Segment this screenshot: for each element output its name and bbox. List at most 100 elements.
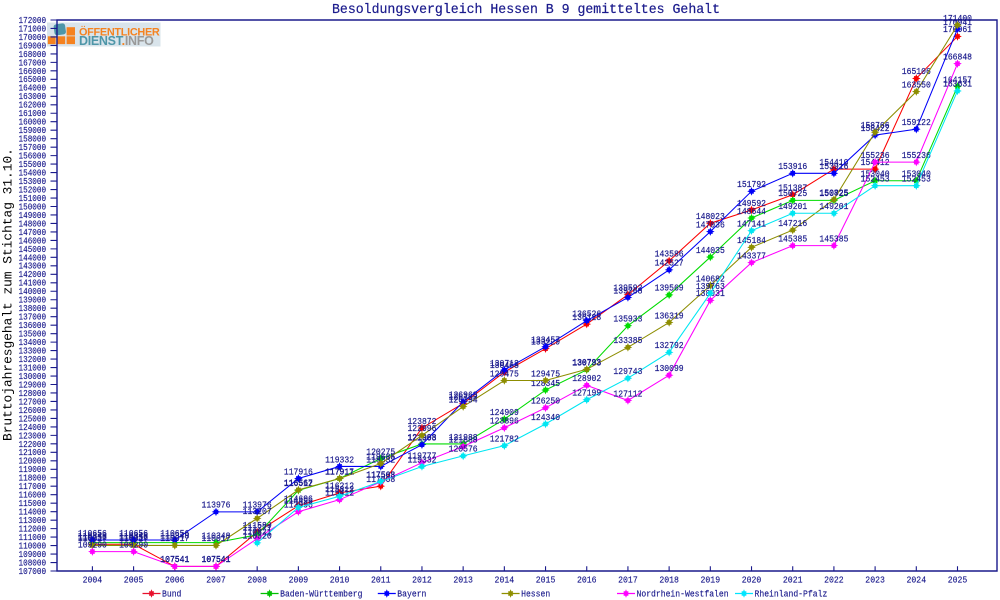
- svg-text:Bruttojahresgehalt zum Stichta: Bruttojahresgehalt zum Stichtag 31.10.: [1, 148, 16, 441]
- svg-text:147216: 147216: [778, 218, 807, 229]
- svg-text:126250: 126250: [531, 396, 560, 407]
- svg-text:130712: 130712: [490, 358, 519, 369]
- svg-text:117911: 117911: [325, 466, 354, 477]
- svg-text:166848: 166848: [943, 51, 972, 62]
- svg-text:133457: 133457: [531, 335, 560, 346]
- svg-text:143000: 143000: [19, 261, 47, 272]
- svg-text:153040: 153040: [861, 169, 890, 180]
- svg-text:167000: 167000: [19, 57, 47, 68]
- svg-text:150725: 150725: [778, 188, 807, 199]
- svg-text:123896: 123896: [490, 416, 519, 427]
- svg-text:119685: 119685: [366, 451, 395, 462]
- svg-text:121688: 121688: [449, 434, 478, 445]
- svg-text:151792: 151792: [737, 179, 766, 190]
- svg-text:139268: 139268: [613, 285, 642, 296]
- svg-text:2013: 2013: [453, 575, 473, 586]
- svg-text:2022: 2022: [824, 575, 844, 586]
- svg-text:113976: 113976: [201, 500, 230, 511]
- svg-text:164157: 164157: [943, 74, 972, 85]
- svg-text:126763: 126763: [449, 391, 478, 402]
- svg-text:Nordrhein-Westfalen: Nordrhein-Westfalen: [637, 588, 729, 599]
- svg-text:110656: 110656: [78, 528, 107, 539]
- svg-text:120576: 120576: [449, 444, 478, 455]
- svg-text:108000: 108000: [19, 557, 47, 568]
- svg-text:2009: 2009: [289, 575, 309, 586]
- svg-text:160000: 160000: [19, 117, 47, 128]
- svg-text:151000: 151000: [19, 193, 47, 204]
- svg-text:140000: 140000: [19, 286, 47, 297]
- svg-text:107541: 107541: [160, 554, 189, 565]
- svg-text:147036: 147036: [696, 219, 725, 230]
- svg-text:135933: 135933: [613, 314, 642, 325]
- svg-text:119000: 119000: [19, 464, 47, 475]
- svg-text:116567: 116567: [284, 478, 313, 489]
- svg-text:121000: 121000: [19, 447, 47, 458]
- svg-text:120000: 120000: [19, 456, 47, 467]
- svg-text:156000: 156000: [19, 151, 47, 162]
- svg-text:152453: 152453: [861, 174, 890, 185]
- svg-text:114000: 114000: [19, 507, 47, 518]
- svg-text:140682: 140682: [696, 273, 725, 284]
- svg-text:164000: 164000: [19, 83, 47, 94]
- svg-text:145385: 145385: [778, 233, 807, 244]
- svg-text:146000: 146000: [19, 235, 47, 246]
- svg-text:111271: 111271: [243, 523, 272, 534]
- svg-text:135000: 135000: [19, 329, 47, 340]
- svg-text:133385: 133385: [613, 335, 642, 346]
- svg-text:121782: 121782: [490, 433, 519, 444]
- svg-text:147141: 147141: [737, 219, 766, 230]
- svg-text:150825: 150825: [819, 187, 848, 198]
- svg-text:155000: 155000: [19, 159, 47, 170]
- svg-text:Hessen: Hessen: [521, 588, 550, 599]
- svg-text:110656: 110656: [160, 528, 189, 539]
- svg-text:2020: 2020: [742, 575, 762, 586]
- svg-text:2024: 2024: [907, 575, 927, 586]
- svg-text:2011: 2011: [371, 575, 391, 586]
- svg-text:110017: 110017: [78, 533, 107, 544]
- svg-text:107541: 107541: [201, 554, 230, 565]
- svg-text:165106: 165106: [902, 66, 931, 77]
- svg-text:130793: 130793: [572, 357, 601, 368]
- svg-text:116212: 116212: [325, 481, 354, 492]
- svg-text:148644: 148644: [737, 206, 766, 217]
- svg-text:116000: 116000: [19, 490, 47, 501]
- svg-text:127112: 127112: [613, 388, 642, 399]
- svg-text:138000: 138000: [19, 303, 47, 314]
- svg-text:136526: 136526: [572, 309, 601, 320]
- svg-text:155236: 155236: [861, 150, 890, 161]
- svg-text:130000: 130000: [19, 371, 47, 382]
- svg-text:130468: 130468: [490, 360, 519, 371]
- svg-text:123872: 123872: [407, 416, 436, 427]
- svg-text:130099: 130099: [655, 363, 684, 374]
- svg-text:142527: 142527: [655, 258, 684, 269]
- svg-text:2014: 2014: [495, 575, 515, 586]
- svg-text:110348: 110348: [201, 530, 230, 541]
- svg-text:150725: 150725: [819, 188, 848, 199]
- svg-text:2018: 2018: [659, 575, 679, 586]
- svg-text:2016: 2016: [577, 575, 597, 586]
- svg-text:Baden-Württemberg: Baden-Württemberg: [280, 588, 362, 599]
- svg-text:133000: 133000: [19, 346, 47, 357]
- svg-text:110656: 110656: [119, 528, 148, 539]
- svg-text:130733: 130733: [572, 358, 601, 369]
- svg-text:166000: 166000: [19, 66, 47, 77]
- svg-text:126394: 126394: [449, 394, 478, 405]
- svg-text:145184: 145184: [737, 235, 766, 246]
- svg-text:2006: 2006: [165, 575, 185, 586]
- svg-text:144000: 144000: [19, 252, 47, 263]
- svg-text:2017: 2017: [618, 575, 638, 586]
- svg-text:165000: 165000: [19, 74, 47, 85]
- svg-text:113207: 113207: [243, 506, 272, 517]
- svg-text:139592: 139592: [613, 283, 642, 294]
- svg-text:111000: 111000: [19, 532, 47, 543]
- svg-text:116512: 116512: [284, 478, 313, 489]
- svg-text:119777: 119777: [407, 450, 436, 461]
- svg-text:2019: 2019: [701, 575, 721, 586]
- svg-text:112000: 112000: [19, 524, 47, 535]
- svg-text:139763: 139763: [696, 281, 725, 292]
- svg-text:153916: 153916: [819, 161, 848, 172]
- svg-text:121988: 121988: [449, 432, 478, 443]
- svg-text:2005: 2005: [124, 575, 144, 586]
- svg-text:136000: 136000: [19, 320, 47, 331]
- svg-text:119332: 119332: [325, 454, 354, 465]
